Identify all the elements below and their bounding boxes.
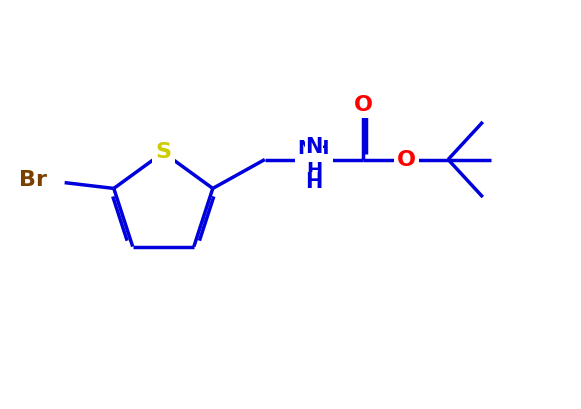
Text: S: S [155,142,171,162]
Text: Br: Br [19,170,47,190]
Text: O: O [397,150,416,169]
Text: O: O [354,94,372,115]
Text: NH
H: NH H [297,139,330,180]
Text: N: N [305,137,322,157]
Text: H: H [305,172,322,192]
